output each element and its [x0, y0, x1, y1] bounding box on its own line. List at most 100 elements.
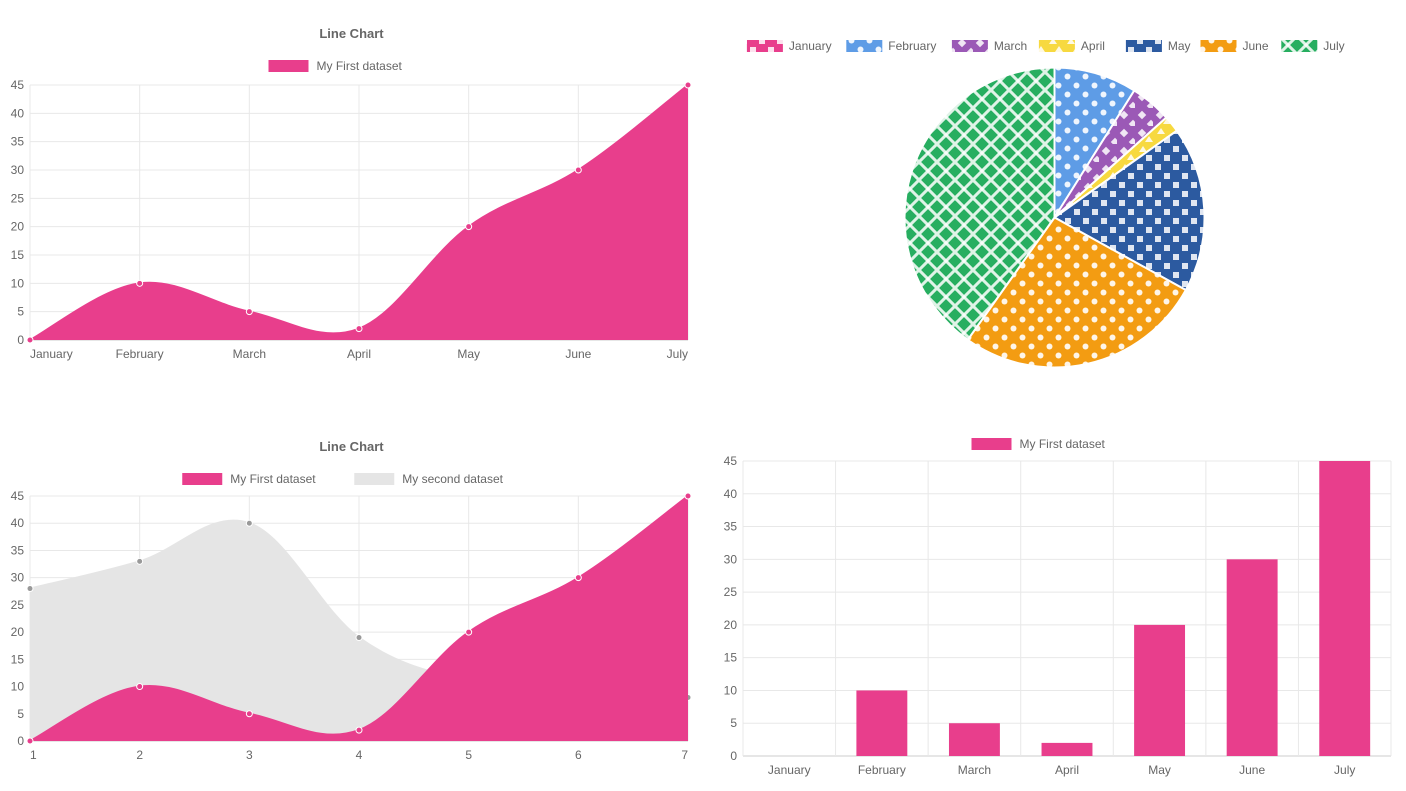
legend-label: My second dataset	[402, 472, 503, 486]
legend-swatch	[846, 40, 882, 52]
y-tick-label: 25	[11, 191, 25, 205]
bar	[1134, 624, 1185, 755]
x-tick-label: March	[233, 347, 266, 361]
y-tick-label: 0	[17, 734, 24, 748]
x-tick-label: 7	[681, 748, 688, 762]
chart-title: Line Chart	[319, 439, 384, 454]
legend-label: April	[1081, 39, 1105, 53]
bar-chart: My First dataset051015202530354045Januar…	[703, 396, 1406, 791]
data-point	[685, 82, 691, 88]
y-tick-label: 45	[724, 454, 738, 468]
line-chart-1-cell: Line ChartMy First dataset05101520253035…	[0, 0, 703, 396]
x-tick-label: 5	[465, 748, 472, 762]
data-point	[466, 224, 472, 230]
x-tick-label: 2	[136, 748, 143, 762]
data-point	[246, 710, 252, 716]
legend: My First dataset	[269, 59, 403, 73]
x-tick-label: 6	[575, 748, 582, 762]
legend-swatch	[1201, 40, 1237, 52]
y-tick-label: 40	[11, 106, 25, 120]
x-tick-label: July	[667, 347, 688, 361]
legend-label: June	[1243, 39, 1269, 53]
x-tick-label: June	[565, 347, 591, 361]
x-tick-label: June	[1239, 763, 1265, 777]
y-tick-label: 15	[11, 652, 25, 666]
x-tick-label: February	[116, 347, 164, 361]
line-chart-2: Line Chart My First dataset My second data…	[0, 396, 703, 791]
y-tick-label: 20	[724, 617, 738, 631]
pie-chart: January February March April May June July	[703, 0, 1406, 395]
x-tick-label: July	[1334, 763, 1355, 777]
x-tick-label: January	[768, 763, 811, 777]
y-tick-label: 10	[724, 683, 738, 697]
data-point	[356, 634, 362, 640]
y-tick-label: 15	[11, 248, 25, 262]
y-tick-label: 40	[11, 516, 25, 530]
bar-chart-cell: My First dataset051015202530354045Januar…	[703, 396, 1406, 791]
x-tick-label: May	[1148, 763, 1171, 777]
legend-swatch	[1281, 40, 1317, 52]
y-tick-label: 10	[11, 679, 25, 693]
x-tick-label: April	[1055, 763, 1079, 777]
y-tick-label: 30	[11, 570, 25, 584]
x-tick-label: April	[347, 347, 371, 361]
bar	[1042, 742, 1093, 755]
chart-title: Line Chart	[319, 26, 384, 41]
data-point	[575, 574, 581, 580]
legend: January February March April May June July	[747, 39, 1345, 53]
legend-label: February	[888, 39, 936, 53]
legend-label: July	[1323, 39, 1344, 53]
y-tick-label: 5	[17, 706, 24, 720]
legend-label: May	[1168, 39, 1191, 53]
pie-chart-cell: January February March April May June July	[703, 0, 1406, 396]
data-point	[685, 493, 691, 499]
legend: My First dataset	[972, 437, 1106, 451]
legend-label: March	[994, 39, 1027, 53]
legend-swatch	[747, 40, 783, 52]
legend-label: My First dataset	[230, 472, 316, 486]
legend-swatch	[182, 473, 222, 485]
y-tick-label: 20	[11, 625, 25, 639]
y-tick-label: 10	[11, 276, 25, 290]
data-point	[575, 167, 581, 173]
data-point	[27, 337, 33, 343]
data-point	[137, 683, 143, 689]
x-tick-label: February	[858, 763, 906, 777]
bar	[1227, 559, 1278, 756]
data-point	[137, 280, 143, 286]
x-tick-label: January	[30, 347, 73, 361]
x-tick-label: 1	[30, 748, 37, 762]
bar	[949, 723, 1000, 756]
legend-swatch	[354, 473, 394, 485]
data-point	[27, 585, 33, 591]
y-tick-label: 30	[724, 552, 738, 566]
y-tick-label: 35	[11, 543, 25, 557]
y-tick-label: 35	[724, 519, 738, 533]
y-tick-label: 15	[724, 650, 738, 664]
dashboard-grid: Line ChartMy First dataset05101520253035…	[0, 0, 1406, 791]
y-tick-label: 30	[11, 163, 25, 177]
y-tick-label: 0	[730, 749, 737, 763]
y-tick-label: 45	[11, 78, 25, 92]
x-tick-label: May	[457, 347, 480, 361]
data-point	[356, 326, 362, 332]
y-tick-label: 0	[17, 333, 24, 347]
legend-swatch	[1039, 40, 1075, 52]
legend: My First dataset My second dataset	[182, 472, 503, 486]
data-point	[466, 629, 472, 635]
legend-label: January	[789, 39, 832, 53]
data-point	[137, 558, 143, 564]
line-chart-1: Line ChartMy First dataset05101520253035…	[0, 0, 703, 395]
data-point	[356, 727, 362, 733]
y-tick-label: 25	[11, 597, 25, 611]
legend-swatch	[1126, 40, 1162, 52]
bar	[856, 690, 907, 756]
y-tick-label: 35	[11, 135, 25, 149]
data-point	[246, 309, 252, 315]
bar	[1319, 461, 1370, 756]
x-tick-label: March	[958, 763, 991, 777]
legend-swatch	[972, 438, 1012, 450]
y-tick-label: 40	[724, 486, 738, 500]
y-tick-label: 45	[11, 489, 25, 503]
line-chart-2-cell: Line Chart My First dataset My second data…	[0, 396, 703, 791]
